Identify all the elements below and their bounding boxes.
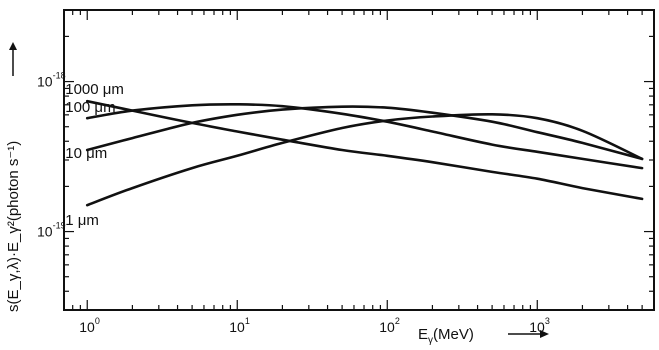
x-tick-label: 100 (79, 316, 100, 335)
y-axis-label-group: s(E_γ,λ)·E_γ²(photon s⁻¹) (5, 42, 22, 312)
plot-frame (63, 9, 655, 311)
y-axis-arrow-head (9, 42, 17, 50)
series-line (85, 105, 644, 161)
series-label: 1 μm (65, 212, 99, 229)
x-axis-arrow-head (540, 330, 549, 338)
series-label: 1000 μm (65, 81, 124, 98)
y-axis-label: s(E_γ,λ)·E_γ²(photon s⁻¹) (5, 141, 22, 312)
x-axis-label-group: Eγ(MeV) (418, 326, 549, 346)
series-line (85, 99, 644, 201)
series-line (85, 112, 644, 207)
y-tick-label: 10-19 (37, 221, 66, 240)
x-tick-label: 103 (529, 316, 550, 335)
x-tick-label: 101 (229, 316, 250, 335)
axis-tick-labels: 100 101 102 103 10-19 10-18 (37, 71, 550, 335)
series-line (85, 102, 644, 170)
x-tick-label: 102 (379, 316, 400, 335)
series-label: 10 μm (65, 145, 107, 162)
x-axis-label: Eγ(MeV) (418, 326, 474, 346)
data-curves (85, 99, 644, 207)
series-label: 100 μm (65, 99, 115, 116)
axis-ticks (63, 10, 655, 310)
y-tick-label: 10-18 (37, 71, 66, 90)
